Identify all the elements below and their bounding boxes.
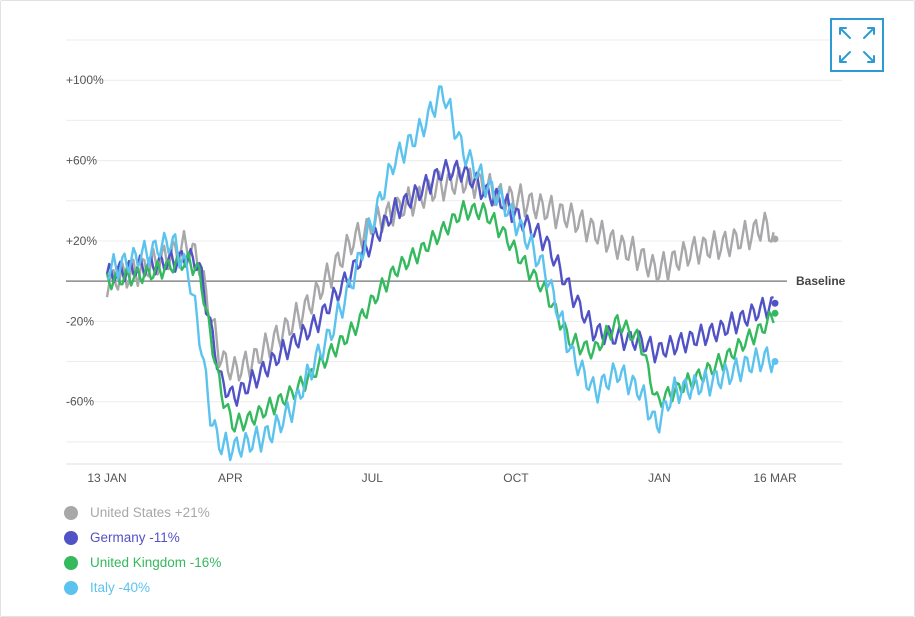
y-tick-label: +20% — [66, 234, 97, 248]
x-axis-ticks: 13 JAN APR JUL OCT JAN 16 MAR — [87, 471, 797, 485]
expand-button[interactable] — [830, 18, 884, 72]
legend-item-united-states[interactable]: United States +21% — [64, 500, 221, 525]
baseline-label: Baseline — [796, 274, 846, 288]
series-line — [106, 85, 775, 462]
series-end-point — [771, 235, 779, 243]
x-tick-label: JUL — [362, 471, 384, 485]
x-tick-label: JAN — [648, 471, 671, 485]
legend-dot — [64, 580, 78, 595]
x-tick-label: APR — [218, 471, 243, 485]
legend-dot — [64, 555, 78, 570]
y-tick-label: -20% — [66, 314, 94, 328]
series-lines — [105, 85, 779, 462]
legend-item-germany[interactable]: Germany -11% — [64, 525, 221, 550]
x-tick-label: OCT — [503, 471, 529, 485]
legend-item-italy[interactable]: Italy -40% — [64, 575, 221, 600]
y-axis-ticks: +100% +60% +20% -20% -60% — [66, 73, 104, 409]
legend-label: Italy -40% — [90, 580, 151, 595]
legend-label: United Kingdom -16% — [90, 555, 222, 570]
series-end-point — [771, 299, 779, 307]
y-tick-label: -60% — [66, 395, 94, 409]
legend-dot — [64, 505, 78, 520]
legend: United States +21% Germany -11% United K… — [64, 500, 221, 600]
legend-label: Germany -11% — [90, 530, 180, 545]
expand-icon — [839, 27, 875, 63]
series-line — [105, 158, 774, 407]
y-tick-label: +60% — [66, 154, 97, 168]
series-end-point — [771, 358, 779, 366]
legend-dot — [64, 530, 78, 545]
legend-item-united-kingdom[interactable]: United Kingdom -16% — [64, 550, 221, 575]
x-tick-label: 16 MAR — [753, 471, 797, 485]
y-tick-label: +100% — [66, 73, 104, 87]
legend-label: United States +21% — [90, 505, 210, 520]
series-end-point — [771, 309, 779, 317]
x-tick-label: 13 JAN — [87, 471, 126, 485]
